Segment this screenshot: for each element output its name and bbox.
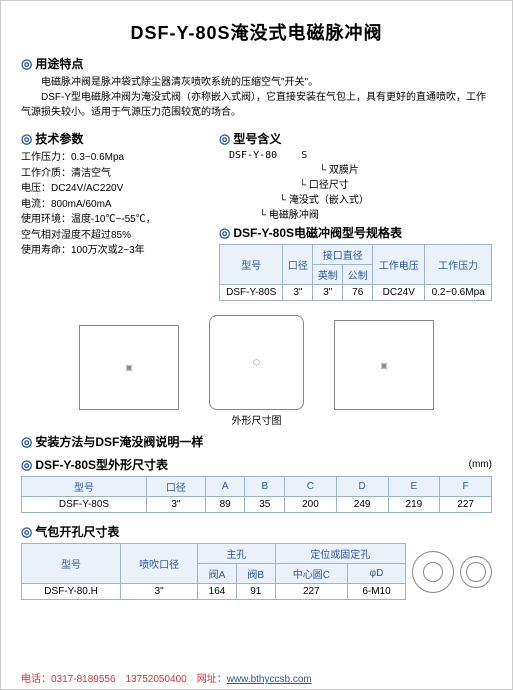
spec-table: 型号 口径 接口直径 工作电压 工作压力 英制 公制 DSF-Y-80S 3" … bbox=[219, 244, 492, 301]
td: 35 bbox=[245, 497, 285, 513]
td: 76 bbox=[343, 285, 373, 301]
dimension-table: 型号 口径 A B C D E F DSF-Y-80S 3" 89 35 200… bbox=[21, 476, 492, 513]
footer-tel-label: 电话： bbox=[21, 674, 51, 685]
model-branch: └ 口径尺寸 bbox=[299, 176, 492, 191]
th: φD bbox=[348, 564, 406, 584]
tech-heading-text: 技术参数 bbox=[35, 130, 83, 147]
footer-web-label: 网址： bbox=[197, 674, 227, 685]
spec-table-heading: DSF-Y-80S电磁冲阀型号规格表 bbox=[219, 224, 492, 241]
unit-mm: (mm) bbox=[469, 459, 492, 470]
th: 中心圆C bbox=[275, 564, 347, 584]
th-gong: 公制 bbox=[343, 265, 373, 285]
usage-heading: 用途特点 bbox=[21, 55, 492, 72]
hole-heading: 气包开孔尺寸表 bbox=[21, 523, 492, 540]
td: 6-M10 bbox=[348, 584, 406, 600]
th: 主孔 bbox=[198, 544, 276, 564]
footer-tel2: 13752050400 bbox=[126, 674, 187, 685]
model-row: DSF-Y-80 S bbox=[229, 150, 492, 161]
hole-heading-text: 气包开孔尺寸表 bbox=[35, 523, 119, 540]
td: DSF-Y-80S bbox=[220, 285, 283, 301]
usage-text-1: 电磁脉冲阀是脉冲袋式除尘器清灰喷吹系统的压缩空气"开关"。 bbox=[21, 75, 492, 90]
dimension-figure: ▣ ⬡ ▣ bbox=[21, 305, 492, 410]
tech-line: 空气相对湿度不超过85% bbox=[21, 228, 201, 244]
th-ying: 英制 bbox=[313, 265, 343, 285]
td: DSF-Y-80S bbox=[22, 497, 147, 513]
usage-text-2: DSF-Y型电磁脉冲阀为淹没式阀（亦称嵌入式阀），它直接安装在气包上，具有更好的… bbox=[21, 90, 492, 120]
th: 喷吹口径 bbox=[121, 544, 198, 584]
td: 219 bbox=[388, 497, 440, 513]
th-model: 型号 bbox=[220, 245, 283, 285]
model-diagram: DSF-Y-80 S └ 双膜片 └ 口径尺寸 └ 淹没式（嵌入式） └ 电磁脉… bbox=[219, 150, 492, 221]
usage-heading-text: 用途特点 bbox=[35, 55, 83, 72]
th: 口径 bbox=[146, 477, 205, 497]
tech-line: 电压：DC24V/AC220V bbox=[21, 181, 201, 197]
th: 阀B bbox=[236, 564, 275, 584]
model-meaning-text: 型号含义 bbox=[233, 130, 281, 147]
th: 阀A bbox=[198, 564, 237, 584]
dim-table-heading: DSF-Y-80S型外形尺寸表 (mm) bbox=[21, 456, 492, 473]
td: 227 bbox=[440, 497, 492, 513]
th: A bbox=[205, 477, 245, 497]
td: 89 bbox=[205, 497, 245, 513]
dim-table-heading-text: DSF-Y-80S型外形尺寸表 bbox=[35, 456, 168, 473]
hole-table: 型号 喷吹口径 主孔 定位或固定孔 阀A 阀B 中心圆C φD DSF-Y-80… bbox=[21, 543, 406, 600]
model-branch: └ 双膜片 bbox=[319, 161, 492, 176]
th-press: 工作压力 bbox=[425, 245, 492, 285]
td: 164 bbox=[198, 584, 237, 600]
install-heading-text: 安装方法与DSF淹没阀说明一样 bbox=[35, 433, 203, 450]
td: 200 bbox=[285, 497, 337, 513]
tech-line: 工作介质：清洁空气 bbox=[21, 166, 201, 182]
td: DC24V bbox=[373, 285, 425, 301]
spec-table-heading-text: DSF-Y-80S电磁冲阀型号规格表 bbox=[233, 224, 402, 241]
tech-line: 电流：800mA/60mA bbox=[21, 197, 201, 213]
model-branch: └ 淹没式（嵌入式） bbox=[279, 191, 492, 206]
hole-figure-b bbox=[460, 556, 492, 588]
td: 249 bbox=[336, 497, 388, 513]
th: B bbox=[245, 477, 285, 497]
th: C bbox=[285, 477, 337, 497]
td: 3" bbox=[121, 584, 198, 600]
tech-line: 使用寿命：100万次或2~3年 bbox=[21, 243, 201, 259]
th-conn: 接口直径 bbox=[313, 245, 373, 265]
th: 型号 bbox=[22, 544, 121, 584]
model-meaning-heading: 型号含义 bbox=[219, 130, 492, 147]
th: F bbox=[440, 477, 492, 497]
td: 227 bbox=[275, 584, 347, 600]
td: DSF-Y-80.H bbox=[22, 584, 121, 600]
tech-heading: 技术参数 bbox=[21, 130, 201, 147]
footer: 电话：0317-8189556 13752050400 网址：www.bthyc… bbox=[21, 670, 492, 685]
page-title: DSF-Y-80S淹没式电磁脉冲阀 bbox=[21, 19, 492, 45]
figure-caption: 外形尺寸图 bbox=[21, 412, 492, 427]
tech-line: 工作压力：0.3~0.6Mpa bbox=[21, 150, 201, 166]
th: 型号 bbox=[22, 477, 147, 497]
th-volt: 工作电压 bbox=[373, 245, 425, 285]
td: 3" bbox=[313, 285, 343, 301]
td: 91 bbox=[236, 584, 275, 600]
install-heading: 安装方法与DSF淹没阀说明一样 bbox=[21, 433, 492, 450]
td: 3" bbox=[146, 497, 205, 513]
th: D bbox=[336, 477, 388, 497]
th: E bbox=[388, 477, 440, 497]
td: 0.2~0.6Mpa bbox=[425, 285, 492, 301]
td: 3" bbox=[283, 285, 313, 301]
tech-line: 使用环境：温度-10℃~-55℃， bbox=[21, 212, 201, 228]
model-branch: └ 电磁脉冲阀 bbox=[259, 206, 492, 221]
footer-link[interactable]: www.bthyccsb.com bbox=[227, 674, 312, 685]
th-dia: 口径 bbox=[283, 245, 313, 285]
th: 定位或固定孔 bbox=[275, 544, 405, 564]
hole-figure-a bbox=[412, 551, 454, 593]
footer-tel1: 0317-8189556 bbox=[51, 674, 116, 685]
